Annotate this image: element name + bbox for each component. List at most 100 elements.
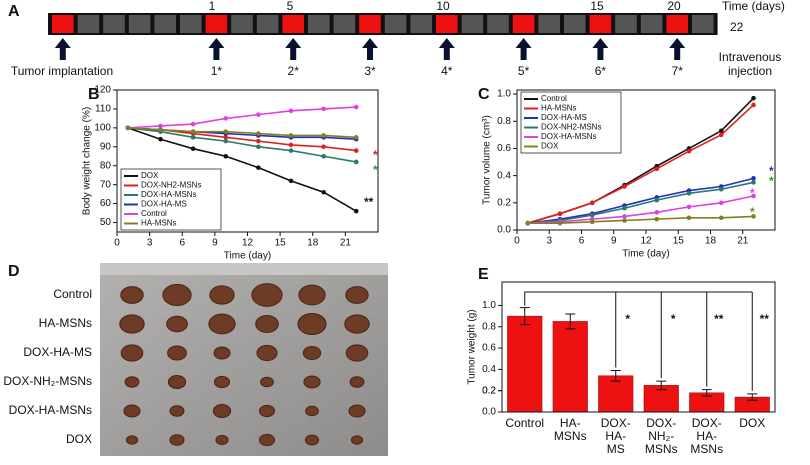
photo (100, 263, 388, 456)
annotation: * (373, 163, 378, 177)
timeline-cell (410, 15, 432, 33)
legend-label: DOX-NH2-MSNs (541, 123, 601, 132)
day-label: 1 (209, 0, 216, 13)
row-label: HA-MSNs (39, 316, 92, 330)
point (288, 133, 294, 138)
point (190, 146, 196, 151)
tumor (119, 314, 145, 334)
point (353, 208, 359, 214)
point (321, 133, 326, 138)
x-tick-label: 12 (640, 236, 652, 247)
x-tick-label: Control (505, 416, 544, 430)
point (686, 191, 692, 196)
timeline-cell (77, 15, 100, 33)
point (718, 215, 724, 221)
arrow (438, 38, 455, 60)
tumor (345, 344, 369, 362)
y-tick-label: 120 (94, 85, 111, 96)
x-tick-label: 18 (705, 236, 717, 247)
x-axis-label: Time (day) (224, 251, 271, 262)
x-tick-label: 9 (611, 236, 617, 247)
annotation: * (750, 186, 755, 200)
point (751, 176, 756, 181)
y-tick-label: 90 (100, 141, 112, 152)
tumor (167, 345, 187, 361)
timeline-cell (461, 15, 484, 33)
point (288, 148, 294, 153)
y-tick-label: 1.0 (497, 89, 511, 100)
x-tick-label: 6 (179, 238, 185, 249)
injection-note: injection (728, 64, 772, 78)
timeline-cell (436, 15, 458, 33)
row-label: DOX (66, 432, 92, 446)
legend-label: DOX-HA-MSNs (141, 190, 197, 199)
tumor (260, 376, 274, 388)
row-label: DOX-HA-MSNs (9, 403, 92, 417)
point (223, 129, 229, 134)
injection-label: 2* (288, 64, 300, 78)
y-tick-label: 60 (100, 198, 112, 209)
legend-label: HA-MSNs (541, 104, 577, 113)
tumor (303, 375, 321, 389)
series-line (127, 106, 357, 129)
panel-label: D (8, 263, 20, 280)
point (686, 148, 692, 154)
legend (520, 91, 622, 154)
x-tick-label: DOX- (646, 416, 676, 430)
point (589, 219, 595, 225)
day-label: 5 (287, 0, 294, 13)
timeline-cell (564, 15, 586, 33)
y-axis-label: Tumor volume (cm³) (482, 115, 493, 205)
point (525, 220, 531, 226)
x-tick-label: 0 (514, 236, 520, 247)
timeline-cell (231, 15, 253, 33)
tumor (215, 434, 229, 446)
point (321, 153, 326, 159)
plot-frame (516, 89, 776, 231)
row-label: DOX-HA-MS (23, 345, 92, 359)
timeline-cell (384, 15, 407, 33)
point (557, 220, 563, 226)
y-tick-label: 100 (94, 123, 111, 134)
timeline-cell (52, 15, 74, 33)
error-bar (519, 307, 530, 326)
point (223, 116, 229, 121)
y-axis-label: Tumor weight (g) (467, 309, 478, 384)
x-tick-label: 6 (579, 236, 585, 247)
x-tick-label: MSNs (554, 429, 587, 443)
point (751, 95, 756, 101)
error-bar (610, 369, 621, 382)
plot-frame (501, 281, 776, 413)
x-tick-label: 0 (114, 238, 120, 249)
point (158, 123, 163, 129)
y-axis-label: Body weight change (%) (82, 107, 93, 215)
y-tick-label: 80 (100, 160, 112, 171)
timeline-cell (359, 15, 381, 33)
point (686, 204, 692, 210)
point (718, 128, 724, 134)
error-bar (565, 313, 576, 330)
point (654, 197, 660, 203)
tumor (297, 312, 327, 336)
annotation: * (769, 174, 774, 188)
x-tick-label: NH₂- (648, 429, 674, 443)
x-tick-label: DOX- (601, 416, 631, 430)
row-label: DOX-NH₂-MSNs (3, 374, 92, 388)
series-line (527, 181, 754, 225)
legend-label: Control (141, 209, 167, 218)
x-axis-label: Time (day) (622, 249, 669, 260)
legend-label: HA-MSNs (141, 219, 177, 228)
annotation: * (373, 148, 378, 162)
x-tick-label: 15 (673, 236, 685, 247)
tumor (251, 283, 283, 307)
point (223, 135, 229, 140)
y-tick-label: 0.0 (482, 407, 496, 418)
point (158, 136, 163, 142)
tumor (258, 404, 276, 418)
point (321, 144, 326, 150)
x-tick-label: 3 (147, 238, 153, 249)
series-line (127, 127, 357, 212)
error-bar (747, 393, 758, 401)
panel-label: C (478, 86, 490, 103)
annotation: ** (714, 312, 724, 326)
